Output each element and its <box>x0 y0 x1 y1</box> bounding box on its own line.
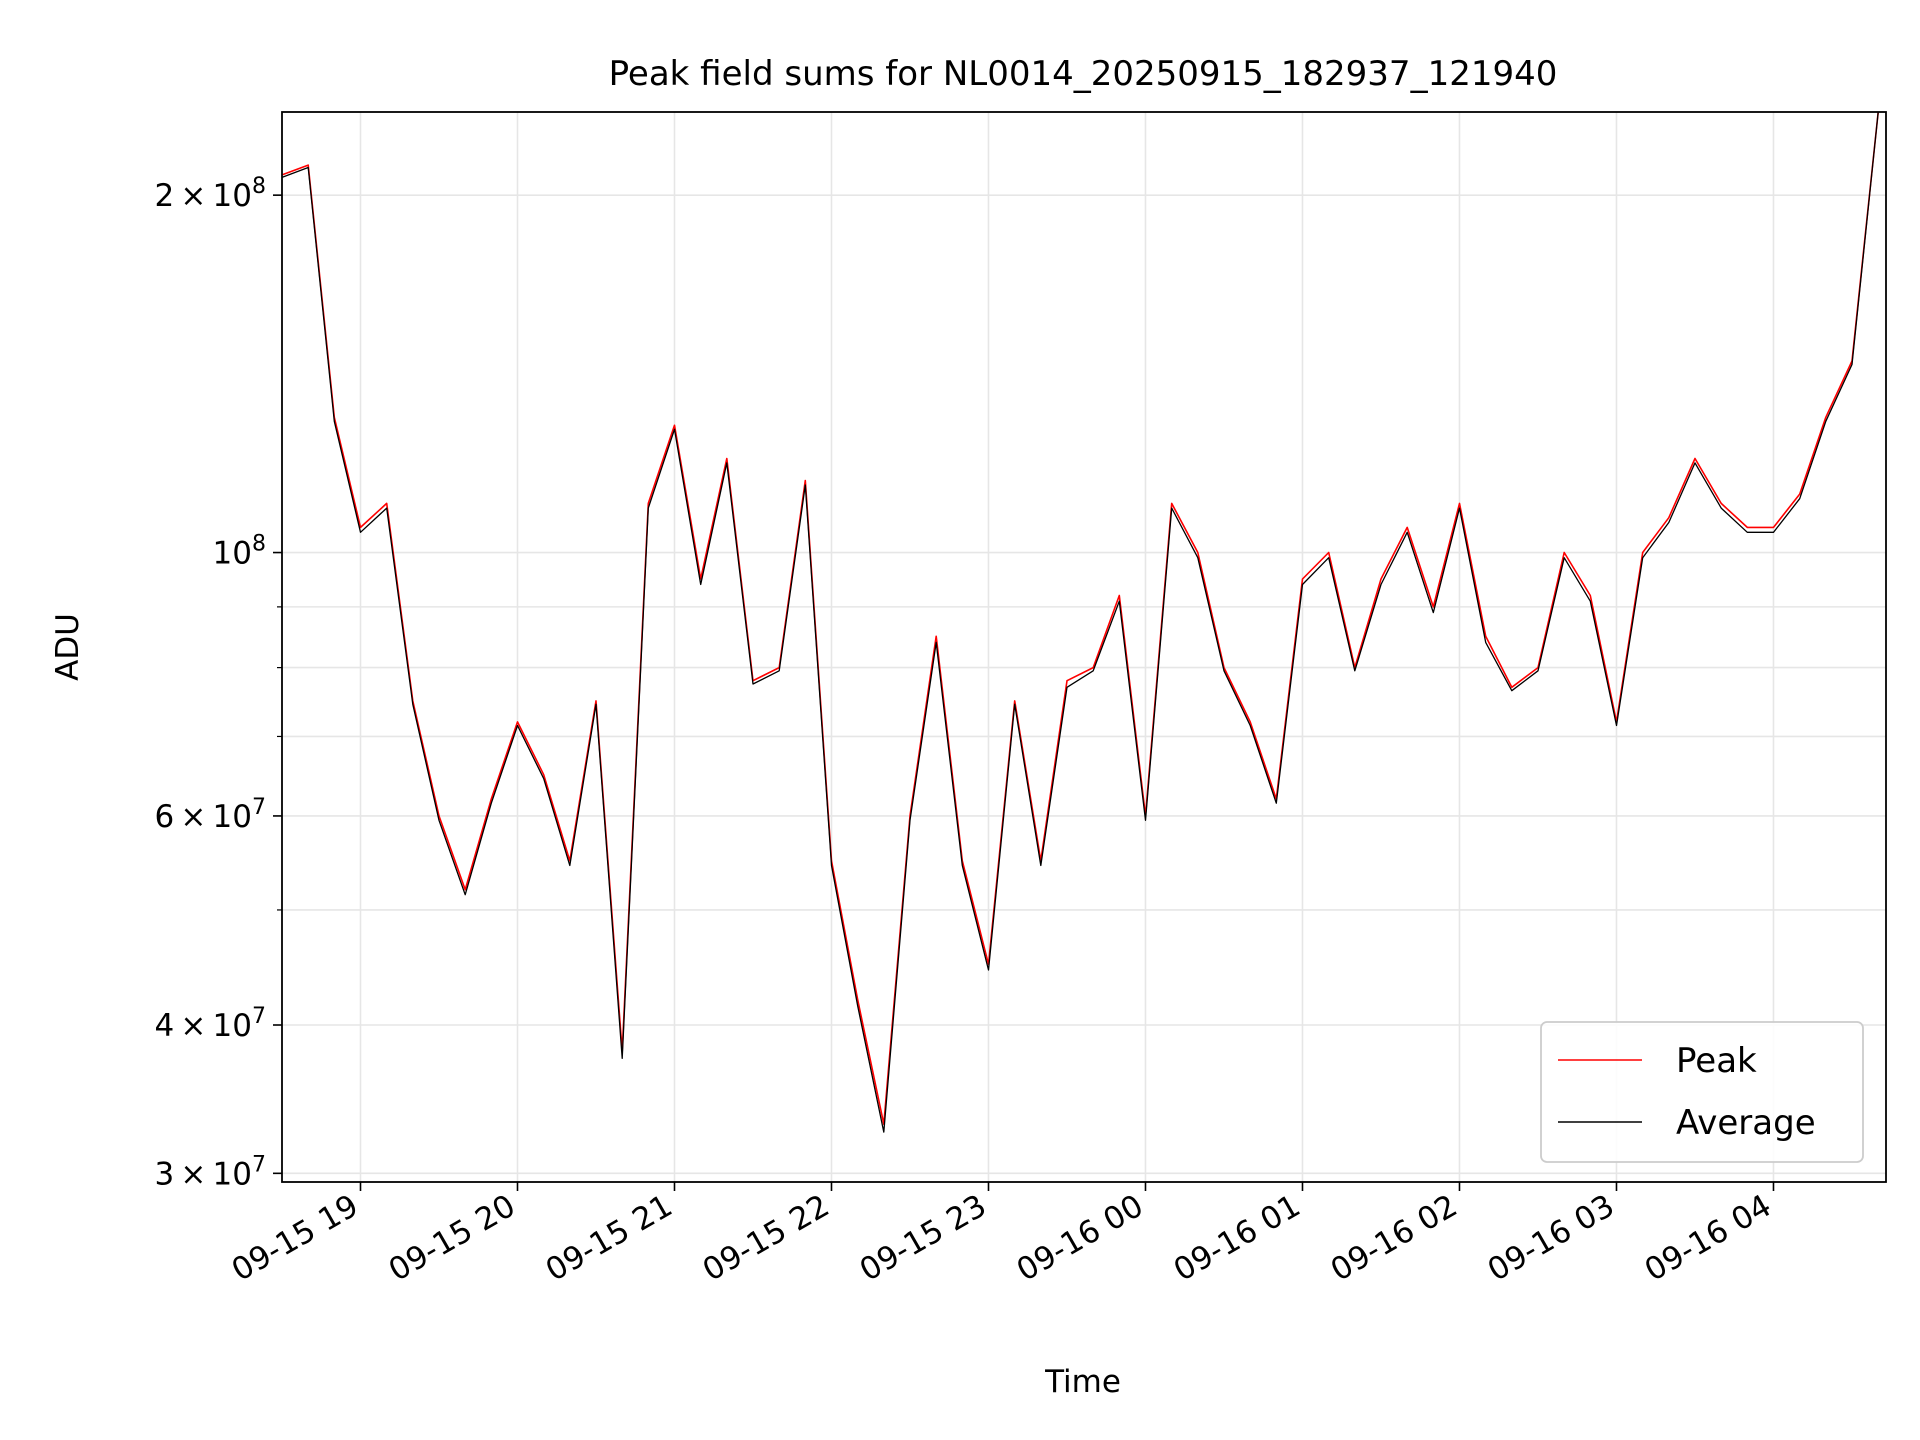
y-tick-label: 2 × 108 <box>154 174 266 214</box>
chart-title: Peak field sums for NL0014_20250915_1829… <box>609 54 1558 94</box>
plot-lines <box>281 111 1879 1133</box>
legend-label-peak: Peak <box>1676 1041 1757 1081</box>
x-axis-label: Time <box>1044 1364 1121 1400</box>
y-tick-label: 4 × 107 <box>154 1004 266 1044</box>
plot-frame <box>281 111 1887 1183</box>
y-tick-label: 6 × 107 <box>154 795 266 835</box>
legend-frame <box>1540 1021 1864 1163</box>
legend-label-average: Average <box>1676 1103 1816 1143</box>
y-axis-ticks: 3 × 107 4 × 107 6 × 107 108 2 × 108 <box>154 174 282 1192</box>
y-tick-label: 108 <box>213 532 266 572</box>
series-line-average <box>281 111 1879 1133</box>
legend: Peak Average <box>1540 1021 1864 1163</box>
y-axis-label: ADU <box>50 613 86 681</box>
y-tick-label: 3 × 107 <box>154 1152 266 1192</box>
grid <box>282 112 1886 1182</box>
series-line-peak <box>281 111 1879 1125</box>
